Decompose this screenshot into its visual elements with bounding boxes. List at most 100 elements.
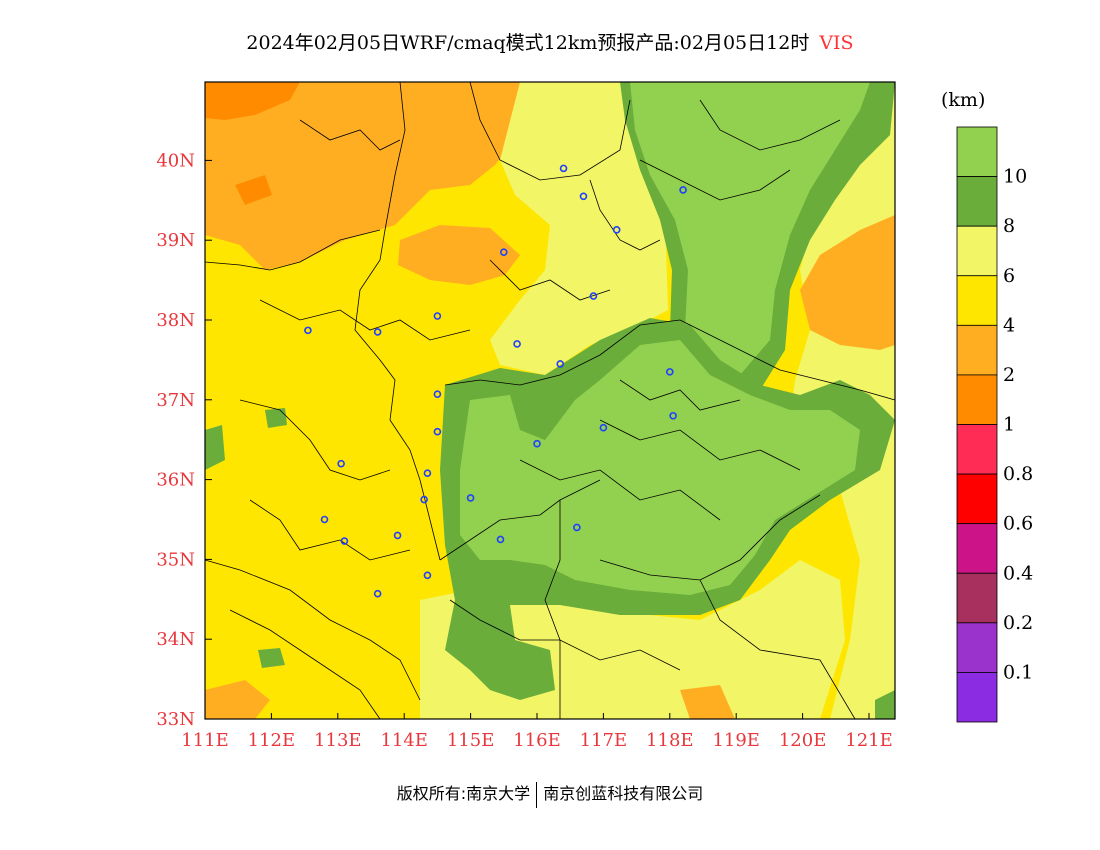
lon-label: 119E — [712, 730, 760, 751]
colorbar: 10 8 6 4 2 1 0.8 0.6 0.4 0.2 0.1 — [956, 126, 1033, 723]
chart-title: 2024年02月05日WRF/cmaq模式12km预报产品:02月05日12时 V… — [0, 28, 1100, 55]
axis-ticks — [204, 159, 870, 720]
vis-region-8-10km-patch-a — [205, 425, 225, 470]
border-anhui-jiangsu — [699, 579, 856, 719]
lat-label: 35N — [156, 549, 195, 570]
colorbar-label: 0.4 — [1003, 562, 1033, 584]
title-variable: VIS — [819, 32, 854, 54]
lon-label: 117E — [580, 730, 628, 751]
vis-region-gt10km-northeast — [630, 82, 870, 375]
station-marker — [423, 571, 432, 580]
colorbar-swatch — [956, 275, 998, 326]
colorbar-label: 4 — [1003, 314, 1015, 336]
station-marker — [556, 360, 565, 368]
border-county-e — [519, 459, 721, 521]
station-marker — [340, 537, 349, 545]
city-stations — [304, 164, 687, 598]
colorbar-swatch — [956, 473, 998, 525]
station-marker — [573, 523, 581, 532]
station-marker — [393, 531, 402, 540]
station-marker — [679, 186, 687, 194]
lon-label: 115E — [447, 730, 495, 751]
longitude-labels: 111E 112E 113E 114E 115E 116E 117E 118E 119E 120E… — [181, 730, 893, 751]
border-jiangsu-shandong — [599, 494, 821, 581]
station-marker — [373, 328, 382, 336]
colorbar-swatch — [956, 622, 998, 673]
border-county-b — [239, 399, 391, 481]
visibility-field — [205, 82, 895, 719]
lon-label: 118E — [646, 730, 694, 751]
vis-region-2-4km-south-a — [680, 685, 735, 719]
station-marker — [304, 326, 312, 335]
colorbar-swatch — [956, 374, 998, 425]
lon-label: 112E — [248, 730, 296, 751]
vis-region-1-2km-a — [205, 82, 300, 120]
station-marker — [665, 368, 674, 376]
copyright-separator — [536, 781, 538, 808]
copyright-right: 南京创蓝科技有限公司 — [543, 784, 704, 803]
lon-label: 120E — [779, 730, 827, 751]
border-county-g — [699, 99, 841, 151]
border-county-d — [599, 419, 801, 471]
station-marker — [373, 589, 382, 598]
admin-borders — [205, 82, 895, 719]
lon-label: 111E — [181, 730, 229, 751]
copyright-footer: 版权所有:南京大学 南京创蓝科技有限公司 — [0, 780, 1100, 808]
station-marker — [513, 340, 521, 348]
colorbar-swatch — [956, 126, 998, 177]
station-marker — [589, 292, 598, 300]
station-marker — [579, 192, 588, 201]
station-marker — [423, 469, 432, 478]
colorbar-unit: (km) — [941, 89, 986, 111]
copyright-left: 版权所有:南京大学 — [396, 784, 531, 803]
colorbar-label: 0.8 — [1003, 463, 1033, 485]
colorbar-swatch — [956, 225, 998, 277]
lat-label: 33N — [156, 709, 195, 730]
lon-label: 116E — [513, 730, 561, 751]
border-inner-mongolia — [205, 229, 381, 271]
border-tianjin — [589, 179, 661, 251]
border-north-counties — [469, 82, 631, 181]
colorbar-label: 10 — [1003, 166, 1027, 188]
colorbar-swatch — [956, 572, 998, 624]
colorbar-swatch — [956, 424, 998, 475]
colorbar-swatch — [956, 672, 998, 723]
colorbar-label: 0.1 — [1003, 661, 1033, 683]
colorbar-label: 0.2 — [1003, 612, 1033, 634]
vis-region-2-4km-east — [800, 215, 895, 350]
vis-region-1-2km-b — [235, 175, 272, 205]
border-county-j — [229, 609, 381, 719]
colorbar-label: 1 — [1003, 414, 1015, 436]
colorbar-label: 2 — [1003, 364, 1015, 386]
border-county-k — [299, 119, 401, 151]
station-marker — [420, 495, 428, 504]
colorbar-label: 8 — [1003, 215, 1015, 237]
lat-label: 36N — [156, 470, 195, 491]
latitude-labels: 33N 34N 35N 36N 37N 38N 39N 40N — [156, 150, 195, 730]
colorbar-label: 6 — [1003, 265, 1015, 287]
lat-label: 34N — [156, 629, 195, 650]
lat-label: 40N — [156, 150, 195, 171]
colorbar-swatch — [956, 176, 998, 227]
station-marker — [496, 535, 505, 544]
station-marker — [337, 459, 345, 468]
border-hebei-shanxi — [354, 82, 441, 561]
vis-region-2-4km-south-b — [205, 680, 270, 719]
station-marker — [499, 248, 508, 256]
border-county-f — [619, 379, 741, 411]
border-coast — [679, 319, 895, 401]
colorbar-label: 0.6 — [1003, 513, 1033, 535]
map-frame — [204, 81, 896, 720]
station-marker — [466, 494, 475, 502]
lon-label: 113E — [314, 730, 362, 751]
border-county-c — [249, 499, 411, 561]
station-marker — [599, 423, 608, 432]
lon-label: 114E — [380, 730, 428, 751]
border-henan-north — [439, 479, 601, 561]
vis-region-8-10km-patch-b — [258, 648, 285, 668]
vis-region-2-4km-central — [398, 225, 520, 285]
colorbar-swatch — [956, 324, 998, 376]
title-main: 2024年02月05日WRF/cmaq模式12km预报产品:02月05日12时 — [246, 32, 810, 54]
station-marker — [669, 411, 677, 420]
vis-region-6-8km-north — [490, 82, 668, 375]
